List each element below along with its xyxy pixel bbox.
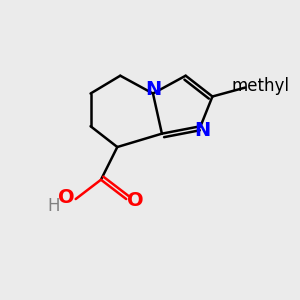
Text: H: H	[47, 196, 60, 214]
Text: O: O	[128, 191, 144, 210]
Text: N: N	[194, 121, 210, 140]
Text: N: N	[145, 80, 161, 99]
Text: O: O	[58, 188, 74, 207]
Text: methyl: methyl	[232, 77, 290, 95]
